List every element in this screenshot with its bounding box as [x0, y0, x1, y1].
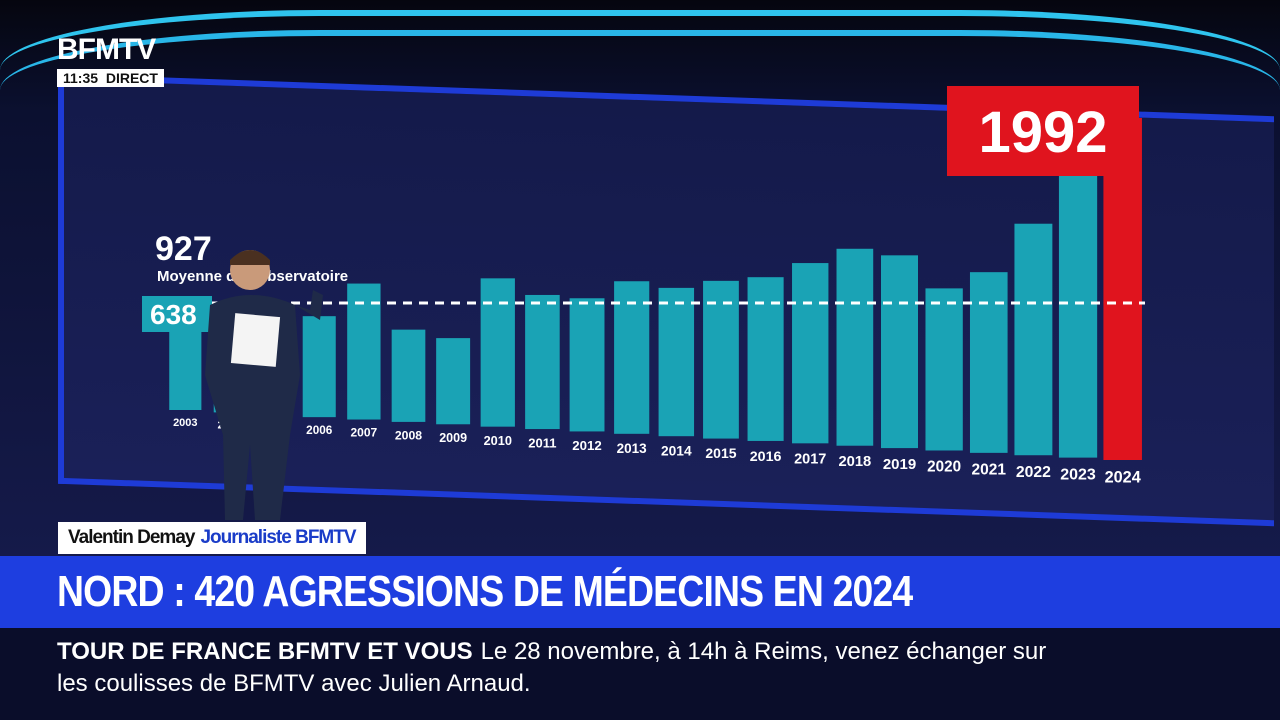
tick-label-2024: 2024: [1105, 468, 1141, 486]
headline-banner: NORD : 420 AGRESSIONS DE MÉDECINS EN 202…: [0, 556, 1280, 628]
tick-label-2017: 2017: [794, 452, 826, 468]
tick-label-2016: 2016: [750, 449, 782, 465]
news-ticker: TOUR DE FRANCE BFMTV ET VOUS Le 28 novemb…: [57, 636, 1057, 700]
tick-label-2019: 2019: [883, 456, 916, 473]
bar-2018: [836, 248, 874, 446]
highlight-value-box: [947, 86, 1139, 176]
live-status: DIRECT: [105, 70, 158, 86]
bar-2020: [925, 288, 963, 451]
bar-2015: [703, 280, 739, 439]
tick-label-2012: 2012: [572, 438, 601, 453]
tick-label-2010: 2010: [484, 433, 512, 448]
bar-2006: [302, 316, 336, 418]
first-value-box: [142, 296, 212, 332]
tick-label-2023: 2023: [1060, 467, 1096, 484]
tick-label-2007: 2007: [351, 426, 378, 440]
bar-2023: [1058, 171, 1098, 458]
tick-label-2008: 2008: [395, 428, 422, 442]
ticker-text: Le 28 novembre, à 14h à Reims, venez éch…: [57, 638, 1047, 697]
tick-label-2014: 2014: [661, 443, 692, 458]
light-arc: [0, 30, 1280, 150]
live-clock: 11:35 DIRECT: [57, 69, 164, 87]
tick-label-2015: 2015: [705, 445, 736, 461]
tick-label-2018: 2018: [838, 454, 871, 470]
bar-2017: [792, 263, 829, 444]
first-value-label: 638: [150, 299, 197, 330]
presenter-name: Valentin Demay: [68, 527, 195, 548]
tick-label-2022: 2022: [1016, 464, 1051, 481]
presenter-figure: [205, 250, 323, 520]
bar-2009: [436, 338, 471, 425]
tick-label-2020: 2020: [927, 459, 961, 476]
bar-2014: [658, 287, 695, 437]
time: 11:35: [63, 70, 99, 86]
bar-2010: [480, 278, 515, 427]
reference-value: 927: [155, 230, 212, 268]
tick-label-2013: 2013: [617, 441, 648, 456]
tick-label-2009: 2009: [439, 431, 467, 445]
bar-chart: 2003200420052006200720082009201020112012…: [142, 86, 1145, 486]
bar-2011: [525, 294, 560, 430]
channel-logo: BFMTV: [57, 33, 156, 66]
bar-2008: [391, 329, 426, 422]
tick-label-2006: 2006: [306, 424, 333, 437]
bar-2012: [569, 298, 605, 432]
bar-2021: [969, 272, 1008, 453]
presenter-role: Journaliste BFMTV: [200, 527, 356, 548]
lower-third: Valentin Demay Journaliste BFMTV: [58, 522, 366, 554]
bar-2019: [880, 255, 919, 449]
ticker-label: TOUR DE FRANCE BFMTV ET VOUS: [57, 638, 473, 665]
bar-2013: [614, 281, 650, 434]
light-arc: [0, 10, 1280, 130]
tick-label-2011: 2011: [528, 435, 556, 450]
bar-2022: [1014, 223, 1053, 456]
tick-label-2021: 2021: [972, 461, 1007, 478]
highlight-value-label: 1992: [978, 100, 1107, 165]
bar-2007: [347, 283, 381, 420]
tick-label-2003: 2003: [173, 417, 197, 429]
headline-text: NORD : 420 AGRESSIONS DE MÉDECINS EN 202…: [57, 567, 913, 616]
